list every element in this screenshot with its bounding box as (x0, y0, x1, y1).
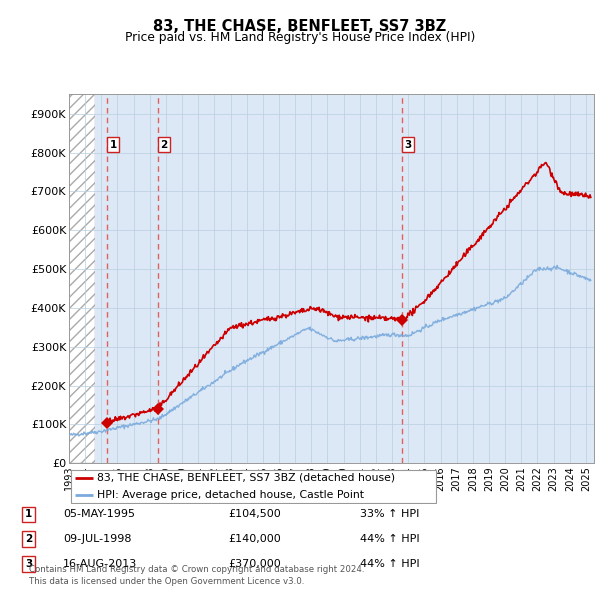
Text: 1: 1 (109, 140, 116, 150)
Text: 44% ↑ HPI: 44% ↑ HPI (360, 535, 419, 544)
Text: £140,000: £140,000 (228, 535, 281, 544)
Text: 83, THE CHASE, BENFLEET, SS7 3BZ: 83, THE CHASE, BENFLEET, SS7 3BZ (154, 19, 446, 34)
Text: 09-JUL-1998: 09-JUL-1998 (63, 535, 131, 544)
Text: Price paid vs. HM Land Registry's House Price Index (HPI): Price paid vs. HM Land Registry's House … (125, 31, 475, 44)
Text: 1: 1 (25, 510, 32, 519)
Text: 33% ↑ HPI: 33% ↑ HPI (360, 510, 419, 519)
FancyBboxPatch shape (71, 470, 436, 503)
Text: 2: 2 (161, 140, 168, 150)
Text: 83, THE CHASE, BENFLEET, SS7 3BZ (detached house): 83, THE CHASE, BENFLEET, SS7 3BZ (detach… (97, 473, 395, 483)
Bar (95, 94, 594, 463)
Text: 05-MAY-1995: 05-MAY-1995 (63, 510, 135, 519)
Text: Contains HM Land Registry data © Crown copyright and database right 2024.
This d: Contains HM Land Registry data © Crown c… (29, 565, 364, 586)
Text: 3: 3 (25, 559, 32, 569)
Text: 16-AUG-2013: 16-AUG-2013 (63, 559, 137, 569)
Bar (69, 94, 95, 463)
Text: HPI: Average price, detached house, Castle Point: HPI: Average price, detached house, Cast… (97, 490, 364, 500)
Text: £104,500: £104,500 (228, 510, 281, 519)
Text: £370,000: £370,000 (228, 559, 281, 569)
Text: 44% ↑ HPI: 44% ↑ HPI (360, 559, 419, 569)
Text: 2: 2 (25, 535, 32, 544)
Text: 3: 3 (404, 140, 412, 150)
